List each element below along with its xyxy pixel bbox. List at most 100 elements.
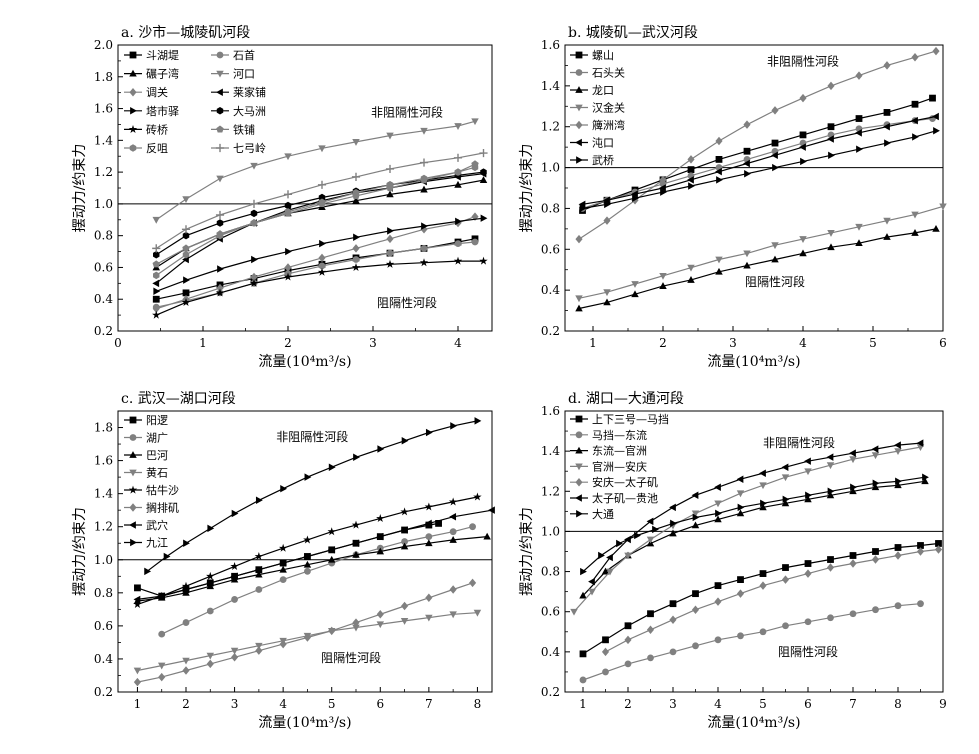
data-point xyxy=(894,448,902,456)
data-point xyxy=(471,163,479,172)
y-axis-label: 摆动力/约束力 xyxy=(519,144,535,233)
data-point xyxy=(480,168,487,176)
y-tick-label: 1.0 xyxy=(94,197,113,211)
y-tick-label: 1.8 xyxy=(94,421,113,435)
legend-label: 铁铺 xyxy=(233,123,255,136)
legend-label: 东流—官洲 xyxy=(592,444,647,458)
data-point xyxy=(771,139,779,147)
series-line xyxy=(582,603,921,681)
series-4 xyxy=(152,118,479,224)
data-point xyxy=(215,210,225,220)
y-tick-label: 1.6 xyxy=(94,454,113,468)
data-point xyxy=(850,483,857,492)
data-point xyxy=(669,615,677,624)
data-point xyxy=(804,618,812,626)
data-point xyxy=(917,542,924,549)
x-tick-label: 7 xyxy=(849,697,857,711)
data-point xyxy=(400,542,409,550)
series-7 xyxy=(133,506,495,604)
data-point xyxy=(424,519,432,528)
data-point xyxy=(163,552,171,561)
series-10 xyxy=(152,160,479,268)
y-tick-label: 1.6 xyxy=(94,102,113,116)
data-point xyxy=(352,189,360,197)
data-point xyxy=(152,216,160,224)
legend-label: 碾子湾 xyxy=(146,67,179,81)
data-point xyxy=(659,175,667,185)
legend-marker xyxy=(129,51,137,59)
data-point xyxy=(692,513,700,522)
data-point xyxy=(855,239,863,247)
data-point xyxy=(771,242,779,250)
chart-panel-3: c. 武汉—湖口河段 1 2 3 4 5 6 7 8 0.2 0.4 0.6 0.8 1.0 1.2 1.4 1… xyxy=(72,391,495,731)
legend-marker xyxy=(575,104,583,112)
data-point xyxy=(181,225,191,234)
data-point xyxy=(182,585,189,594)
data-point xyxy=(939,203,947,211)
data-point xyxy=(827,230,835,237)
data-point xyxy=(804,457,811,465)
data-point xyxy=(449,585,457,594)
data-point xyxy=(660,188,667,196)
legend-label: 砖桥 xyxy=(146,122,168,136)
data-point xyxy=(692,642,699,650)
data-point xyxy=(183,539,190,547)
data-point xyxy=(579,204,587,213)
data-point xyxy=(715,267,723,275)
data-point xyxy=(450,422,458,430)
data-point xyxy=(771,255,779,263)
data-point xyxy=(469,523,476,531)
data-point xyxy=(249,199,259,208)
x-tick-label: 4 xyxy=(799,336,807,350)
legend-marker xyxy=(575,494,582,502)
data-point xyxy=(471,238,479,246)
data-point xyxy=(386,234,394,244)
legend-marker xyxy=(216,125,224,133)
data-point xyxy=(856,145,863,153)
data-point xyxy=(575,304,583,312)
data-point xyxy=(231,509,239,518)
data-point xyxy=(872,548,879,555)
data-point xyxy=(799,249,807,257)
data-point xyxy=(691,491,699,500)
legend-entry: 武穴 xyxy=(124,518,168,532)
data-point xyxy=(604,200,611,209)
data-point xyxy=(255,496,263,504)
data-point xyxy=(715,136,723,146)
x-tick-label: 8 xyxy=(894,697,902,711)
y-tick-label: 0.6 xyxy=(541,605,560,619)
y-tick-label: 1.6 xyxy=(541,404,560,418)
series-line xyxy=(156,217,484,292)
legend-entry: 搁排矶 xyxy=(124,501,179,515)
data-point xyxy=(182,657,190,665)
data-point xyxy=(855,71,863,80)
data-point xyxy=(687,276,695,283)
data-point xyxy=(781,499,790,507)
x-axis-label: 流量(10⁴m³/s) xyxy=(707,715,800,731)
series-1 xyxy=(579,540,942,658)
y-tick-label: 2.0 xyxy=(94,38,113,52)
legend-marker xyxy=(129,503,137,512)
legend-marker xyxy=(575,446,583,454)
data-point xyxy=(249,278,259,287)
data-point xyxy=(652,525,659,534)
y-tick-label: 0.2 xyxy=(94,685,113,699)
data-point xyxy=(929,94,936,102)
data-point xyxy=(827,556,834,563)
legend-entry: 湖广 xyxy=(124,432,168,445)
data-point xyxy=(826,453,834,461)
data-point xyxy=(419,158,429,167)
data-point xyxy=(714,515,722,523)
legend-entry: 九江 xyxy=(124,537,168,550)
legend-entry: 巴河 xyxy=(124,449,168,462)
data-point xyxy=(421,222,428,230)
legend-marker xyxy=(575,138,582,147)
legend-label: 簰洲湾 xyxy=(592,118,625,132)
data-point xyxy=(849,559,857,568)
data-point xyxy=(744,169,751,178)
data-point xyxy=(255,586,263,593)
legend-entry: 牯牛沙 xyxy=(124,483,179,497)
y-tick-label: 0.6 xyxy=(94,619,113,633)
